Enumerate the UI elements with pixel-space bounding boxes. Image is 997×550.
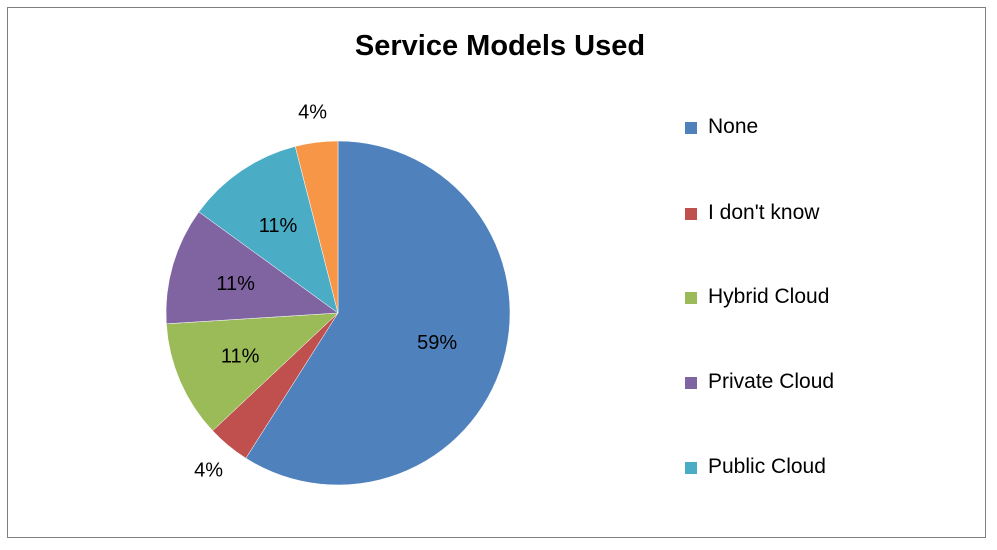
legend-label-none: None (708, 115, 759, 138)
legend-swatch-i-dont-know (685, 208, 697, 220)
pie-slice-private-cloud (165, 211, 339, 325)
chart-title: Service Models Used (354, 30, 646, 62)
legend-swatch-private-cloud (685, 377, 697, 389)
data-label-i-dont-know: 4% (194, 459, 223, 481)
legend-swatch-hybrid-cloud (685, 292, 697, 304)
data-label-private-cloud: 11% (216, 273, 255, 295)
data-label-hybrid-cloud: 11% (221, 345, 260, 367)
data-label-public-cloud: 11% (259, 215, 298, 237)
pie-slice-public-cloud (198, 146, 339, 314)
legend-label-public-cloud: Public Cloud (708, 455, 826, 478)
legend-swatch-public-cloud (685, 462, 697, 474)
pie-slice-hybrid-cloud (166, 312, 339, 432)
data-label-none: 59% (417, 332, 457, 354)
pie-slice-unlabeled (294, 140, 339, 314)
legend-label-i-dont-know: I don't know (708, 201, 820, 224)
legend-swatch-none (685, 122, 697, 134)
legend-label-private-cloud: Private Cloud (708, 370, 835, 393)
data-label-unlabeled: 4% (298, 102, 327, 124)
pie-slice-none (245, 140, 511, 486)
legend-label-hybrid-cloud: Hybrid Cloud (708, 285, 830, 308)
